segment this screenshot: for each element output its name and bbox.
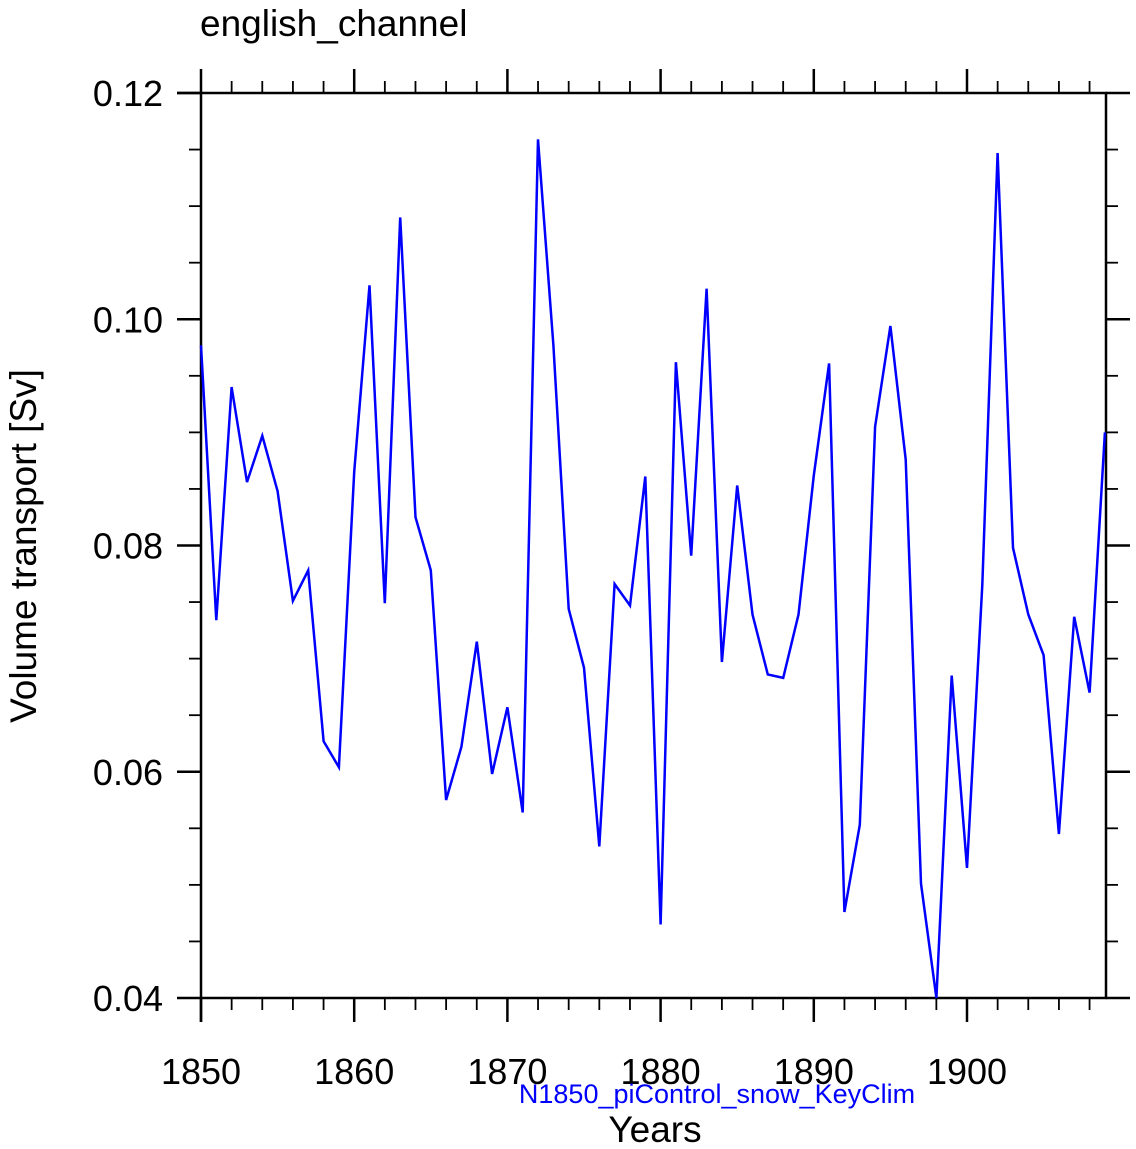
chart-title: english_channel bbox=[200, 3, 467, 44]
y-tick-label: 0.12 bbox=[93, 73, 163, 114]
x-axis-label: Years bbox=[608, 1109, 701, 1149]
x-tick-label: 1880 bbox=[621, 1051, 701, 1092]
legend-entry: N1850_piControl_snow_KeyClim bbox=[519, 1079, 915, 1109]
x-tick-labels: 1850 1860 1870 1880 1890 1900 bbox=[161, 1051, 1007, 1092]
y-axis-label: Volume transport [Sv] bbox=[3, 369, 44, 723]
axis-ticks bbox=[177, 69, 1130, 1022]
y-tick-label: 0.06 bbox=[93, 752, 163, 793]
y-tick-label: 0.04 bbox=[93, 978, 163, 1019]
x-tick-label: 1850 bbox=[161, 1051, 241, 1092]
x-tick-label: 1900 bbox=[927, 1051, 1007, 1092]
data-series-line bbox=[199, 139, 1107, 999]
y-tick-label: 0.10 bbox=[93, 299, 163, 340]
plot-frame bbox=[199, 91, 1108, 1000]
x-tick-label: 1870 bbox=[467, 1051, 547, 1092]
y-tick-label: 0.08 bbox=[93, 526, 163, 567]
x-tick-label: 1890 bbox=[774, 1051, 854, 1092]
y-tick-labels: 0.04 0.06 0.08 0.10 0.12 bbox=[93, 73, 163, 1019]
x-tick-label: 1860 bbox=[314, 1051, 394, 1092]
